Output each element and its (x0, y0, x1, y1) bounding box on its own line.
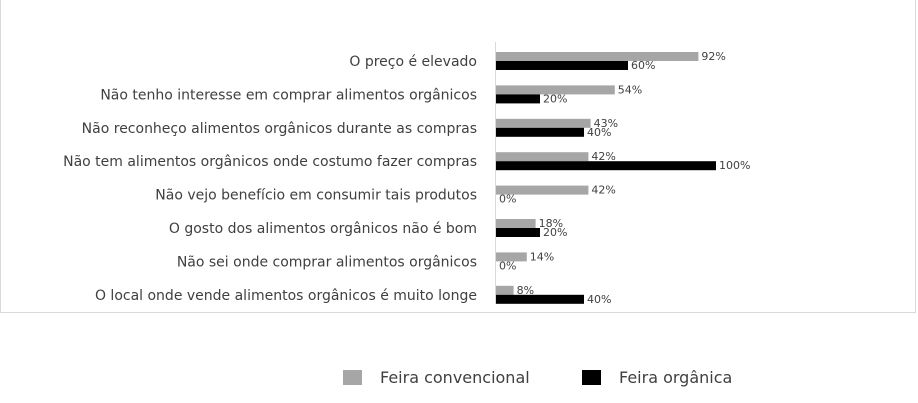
bar-feira-convencional (496, 118, 591, 128)
bar-feira-convencional (496, 85, 615, 95)
legend-label: Feira orgânica (619, 367, 733, 387)
legend: Feira convencional Feira orgânica (0, 362, 918, 392)
bar-feira-convencional (496, 185, 589, 195)
data-label: 92% (701, 50, 725, 63)
data-label: 42% (591, 150, 615, 163)
category-label: Não tem alimentos orgânicos onde costumo… (63, 154, 477, 170)
bar-feira-organica (496, 228, 540, 237)
bar-feira-organica (496, 127, 584, 137)
bar-chart: O preço é elevado Não tenho interesse em … (63, 42, 750, 306)
data-label: 42% (591, 184, 615, 197)
bar-feira-organica (496, 94, 540, 104)
bar-feira-convencional (496, 285, 514, 295)
data-label: 40% (587, 293, 611, 306)
category-label: O local onde vende alimentos orgânicos é… (95, 288, 477, 304)
data-label: 20% (543, 226, 567, 239)
bar-feira-convencional (496, 252, 527, 262)
legend-item-feira-convencional: Feira convencional (343, 362, 530, 392)
legend-item-feira-organica: Feira orgânica (582, 362, 732, 392)
data-label: 40% (587, 126, 611, 139)
legend-swatch-organica (582, 369, 601, 385)
data-label: 54% (618, 83, 642, 96)
category-label: Não tenho interesse em comprar alimentos… (100, 87, 477, 103)
bar-feira-convencional (496, 52, 699, 61)
category-label: Não sei onde comprar alimentos orgânicos (177, 254, 477, 270)
data-label: 43% (594, 117, 618, 130)
category-labels: O preço é elevado Não tenho interesse em … (63, 54, 477, 304)
category-label: O preço é elevado (349, 54, 477, 70)
bar-feira-convencional (496, 152, 589, 162)
category-label: Não vejo benefício em consumir tais prod… (155, 188, 477, 204)
value-labels: 92%60%54%20%43%40%42%100%42%0%18%20%14%0… (499, 50, 750, 306)
data-label: 60% (631, 59, 655, 72)
data-label: 100% (719, 159, 750, 172)
legend-label: Feira convencional (380, 367, 530, 387)
data-label: 18% (539, 217, 563, 230)
bar-feira-convencional (496, 219, 536, 228)
chart-frame (0, 0, 916, 313)
category-label: Não reconheço alimentos orgânicos durant… (82, 121, 477, 137)
bar-feira-organica (496, 294, 584, 304)
data-label: 0% (499, 193, 516, 206)
legend-swatch-convencional (343, 369, 362, 385)
bars (496, 52, 716, 304)
data-label: 20% (543, 92, 567, 105)
data-label: 8% (517, 284, 534, 297)
bar-feira-organica (496, 61, 628, 70)
data-label: 14% (530, 250, 554, 263)
bar-feira-organica (496, 161, 716, 171)
data-label: 0% (499, 259, 516, 272)
category-label: O gosto dos alimentos orgânicos não é bo… (169, 221, 477, 237)
